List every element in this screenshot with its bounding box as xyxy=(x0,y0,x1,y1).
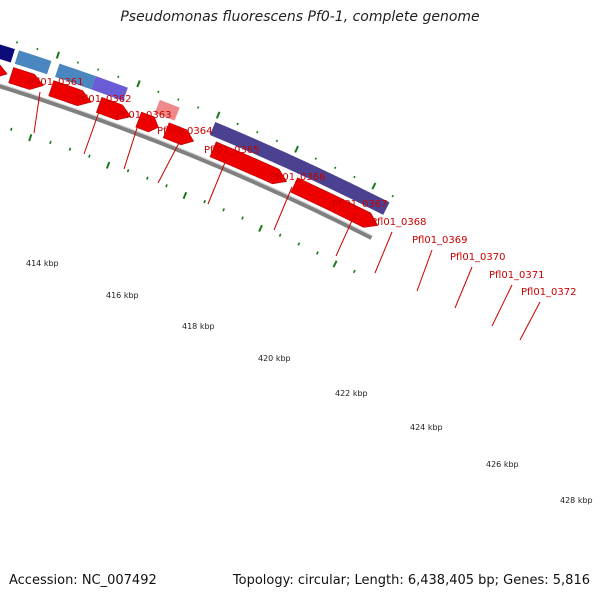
gene-label: Pfl01_0370 xyxy=(450,252,506,263)
scale-tick xyxy=(197,106,200,109)
leader-line xyxy=(207,159,227,205)
scale-tick xyxy=(68,147,72,151)
gene-block xyxy=(209,122,390,215)
gene-block xyxy=(14,50,52,75)
gene-label: Pfl01_0366 xyxy=(270,172,326,183)
gene-label: Pfl01_0371 xyxy=(489,270,545,281)
genome-summary-text: Topology: circular; Length: 6,438,405 bp… xyxy=(232,573,590,588)
scale-tick xyxy=(203,199,206,204)
gene-block xyxy=(154,99,180,121)
scale-label: 414 kbp xyxy=(26,259,59,268)
leader-line xyxy=(519,301,541,341)
scale-tick xyxy=(97,68,100,71)
gene-block xyxy=(55,63,96,90)
scale-tick xyxy=(316,251,319,255)
leader-line xyxy=(335,213,356,257)
scale-tick xyxy=(136,80,141,88)
leader-line xyxy=(416,249,433,292)
scale-tick xyxy=(215,111,221,119)
scale-tick xyxy=(105,161,111,169)
scale-tick xyxy=(15,41,19,44)
scale-label: 422 kbp xyxy=(335,389,368,398)
backbone-strand xyxy=(0,83,373,240)
gene-label: Pfl01_0367 xyxy=(332,199,388,210)
scale-tick xyxy=(258,224,263,232)
scale-tick xyxy=(371,182,377,190)
scale-label: 426 kbp xyxy=(486,460,519,469)
scale-tick xyxy=(117,75,120,79)
scale-tick xyxy=(297,242,301,246)
scale-tick xyxy=(126,168,130,173)
scale-tick xyxy=(236,122,239,126)
scale-tick xyxy=(222,208,225,212)
scale-tick xyxy=(76,61,80,64)
gene-label: Pfl01_0368 xyxy=(371,217,427,228)
scale-tick xyxy=(49,140,52,145)
scale-label: 420 kbp xyxy=(258,354,291,363)
scale-tick xyxy=(353,175,356,179)
scale-label: 418 kbp xyxy=(182,322,215,331)
gene-labels: Pfl01_0361 Pfl01_0362 Pfl01_0363 Pfl01_0364… xyxy=(28,77,577,341)
scale-tick xyxy=(146,176,149,180)
backbone-line xyxy=(0,84,373,240)
scale-tick xyxy=(352,269,356,274)
scale-label: 428 kbp xyxy=(560,496,593,505)
scale-tick xyxy=(241,216,244,220)
scale-tick xyxy=(10,127,13,131)
scale-label: 416 kbp xyxy=(106,291,139,300)
scale-tick xyxy=(36,47,39,51)
cds-arrow xyxy=(48,80,92,107)
scale-tick xyxy=(332,260,338,268)
leader-line xyxy=(33,91,41,134)
scale-tick xyxy=(294,145,299,153)
cds-arrow xyxy=(162,122,195,146)
leader-line xyxy=(454,266,473,309)
scale-tick xyxy=(165,184,168,188)
leader-line xyxy=(123,124,139,170)
cds-arrow xyxy=(0,64,8,77)
gene-label: Pfl01_0364 xyxy=(157,126,213,137)
scale-tick xyxy=(177,98,180,101)
gene-label: Pfl01_0361 xyxy=(28,77,84,88)
leader-line xyxy=(83,108,101,155)
scale-label: 424 kbp xyxy=(410,423,443,432)
accession-text: Accession: NC_007492 xyxy=(9,573,157,588)
cds-arrow xyxy=(209,141,288,185)
gene-label: Pfl01_0362 xyxy=(76,94,132,105)
cds-arrow xyxy=(8,67,44,90)
gene-label: Pfl01_0365 xyxy=(204,145,260,156)
scale-tick xyxy=(88,154,91,158)
gene-block xyxy=(91,76,128,101)
leader-line xyxy=(157,140,181,184)
cds-arrow xyxy=(290,177,379,228)
scale-labels: 414 kbp 416 kbp 418 kbp 420 kbp 422 kbp 424 k… xyxy=(26,259,593,505)
gene-label: Pfl01_0369 xyxy=(412,235,468,246)
leader-line xyxy=(491,284,513,327)
scale-tick xyxy=(28,134,33,142)
scale-tick xyxy=(256,131,259,134)
scale-tick xyxy=(55,51,60,59)
scale-tick xyxy=(278,233,282,237)
scale-tick xyxy=(275,139,279,143)
gene-block xyxy=(0,44,15,63)
scale-tick xyxy=(314,157,317,160)
gene-label: Pfl01_0363 xyxy=(116,110,172,121)
gene-blocks xyxy=(0,44,390,215)
gene-label: Pfl01_0372 xyxy=(521,287,577,298)
scale-tick xyxy=(157,90,160,94)
scale-tick xyxy=(182,191,188,200)
leader-line xyxy=(273,186,293,231)
leader-line xyxy=(374,231,393,274)
scale-tick xyxy=(334,166,337,170)
map-title: Pseudomonas fluorescens Pf0-1, complete … xyxy=(120,9,480,25)
scale-tick xyxy=(391,194,394,198)
cds-arrows xyxy=(0,64,379,228)
scale-ticks xyxy=(10,41,394,274)
